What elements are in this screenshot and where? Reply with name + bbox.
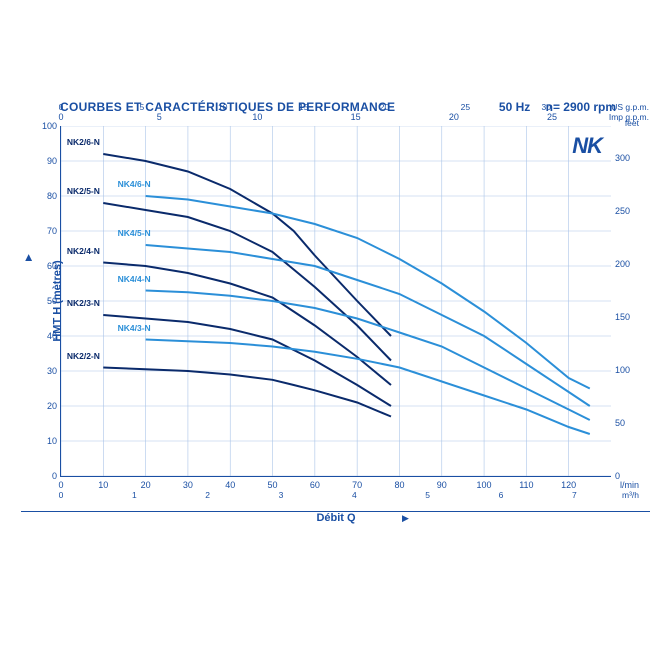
tick-label: 20: [380, 102, 389, 112]
frequency-label: 50 Hz: [499, 100, 530, 114]
x-axis-title: Débit Q: [316, 512, 355, 524]
series-label: NK2/5-N: [67, 186, 100, 196]
series-label: NK2/2-N: [67, 351, 100, 361]
y-arrow-icon: ▶: [23, 254, 34, 261]
tick-label: 100: [39, 121, 57, 131]
page: COURBES ET CARACTÉRISTIQUES DE PERFORMAN…: [0, 0, 650, 650]
tick-label: 25: [547, 112, 557, 122]
tick-label: 60: [39, 261, 57, 271]
right-unit: feet: [625, 118, 639, 128]
tick-label: 0: [59, 490, 64, 500]
tick-label: 2: [205, 490, 210, 500]
tick-label: 0: [39, 471, 57, 481]
tick-label: 0: [58, 480, 63, 490]
x-unit-secondary: m³/h: [622, 490, 639, 500]
series-label: NK2/4-N: [67, 246, 100, 256]
tick-label: 10: [39, 436, 57, 446]
tick-label: 60: [310, 480, 320, 490]
tick-label: 0: [59, 102, 64, 112]
tick-label: 4: [352, 490, 357, 500]
series-label: NK2/6-N: [67, 137, 100, 147]
brand-logo: NK: [569, 132, 605, 160]
chart-container: NK HMT H (mètres) Débit Q l/min m³/h US …: [60, 126, 616, 477]
tick-label: 50: [39, 296, 57, 306]
tick-label: 70: [39, 226, 57, 236]
tick-label: 15: [299, 102, 308, 112]
tick-label: 15: [351, 112, 361, 122]
x-arrow-icon: ▶: [402, 513, 409, 524]
series-label: NK4/6-N: [118, 179, 151, 189]
tick-label: 40: [39, 331, 57, 341]
tick-label: 80: [394, 480, 404, 490]
tick-label: 0: [58, 112, 63, 122]
tick-label: 100: [477, 480, 492, 490]
tick-label: 10: [252, 112, 262, 122]
tick-label: 7: [572, 490, 577, 500]
tick-label: 5: [157, 112, 162, 122]
tick-label: 10: [218, 102, 227, 112]
tick-label: 120: [561, 480, 576, 490]
tick-label: 90: [437, 480, 447, 490]
tick-label: 6: [499, 490, 504, 500]
tick-label: 25: [461, 102, 470, 112]
tick-label: 150: [615, 312, 637, 322]
tick-label: 20: [449, 112, 459, 122]
tick-label: 20: [141, 480, 151, 490]
tick-label: 100: [615, 365, 637, 375]
tick-label: 40: [225, 480, 235, 490]
tick-label: 5: [140, 102, 145, 112]
tick-label: 50: [268, 480, 278, 490]
tick-label: 300: [615, 153, 637, 163]
tick-label: 90: [39, 156, 57, 166]
tick-label: 5: [425, 490, 430, 500]
tick-label: 10: [98, 480, 108, 490]
tick-label: 110: [519, 480, 533, 490]
tick-label: 30: [183, 480, 193, 490]
tick-label: 70: [352, 480, 362, 490]
tick-label: 1: [132, 490, 137, 500]
series-label: NK4/3-N: [118, 323, 151, 333]
tick-label: 3: [279, 490, 284, 500]
tick-label: 0: [615, 471, 637, 481]
tick-label: 30: [542, 102, 551, 112]
x-unit-primary: l/min: [620, 480, 639, 490]
bottom-rule: [21, 511, 650, 512]
top-unit-primary: US g.p.m.: [611, 102, 649, 112]
series-label: NK4/5-N: [118, 228, 151, 238]
tick-label: 200: [615, 259, 637, 269]
chart-title: COURBES ET CARACTÉRISTIQUES DE PERFORMAN…: [60, 100, 395, 114]
tick-label: 250: [615, 206, 637, 216]
tick-label: 80: [39, 191, 57, 201]
tick-label: 30: [39, 366, 57, 376]
series-label: NK2/3-N: [67, 298, 100, 308]
tick-label: 50: [615, 418, 637, 428]
tick-label: 20: [39, 401, 57, 411]
series-label: NK4/4-N: [118, 274, 151, 284]
performance-chart: NK HMT H (mètres) Débit Q l/min m³/h US …: [60, 126, 611, 477]
